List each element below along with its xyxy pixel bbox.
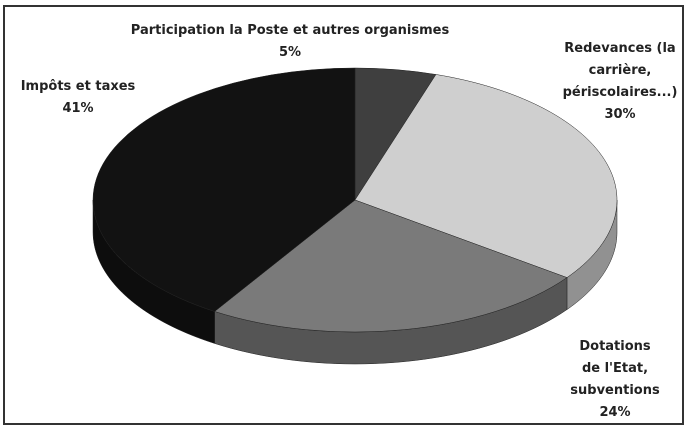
category-name: Participation la Poste et autres organis… [130, 23, 450, 38]
value-label: 24% [599, 405, 631, 420]
category-name: Dotations de l'Etat, subventions [570, 339, 660, 398]
category-name: Redevances (la carrière, périscolaires..… [562, 41, 678, 100]
category-name: Impôts et taxes [20, 79, 136, 94]
slice [354, 74, 618, 278]
value-label: 30% [604, 107, 636, 122]
slice [214, 199, 568, 333]
slice [92, 67, 356, 312]
slice-label: Redevances (la carrière, périscolaires..… [545, 38, 687, 126]
frame [3, 5, 684, 425]
value-label: 5% [278, 45, 302, 60]
slice-label: Impôts et taxes 41% [8, 76, 148, 120]
slice-label: Dotations de l'Etat, subventions 24% [540, 336, 687, 424]
slice-label: Participation la Poste et autres organis… [90, 20, 490, 64]
value-label: 41% [62, 101, 94, 116]
